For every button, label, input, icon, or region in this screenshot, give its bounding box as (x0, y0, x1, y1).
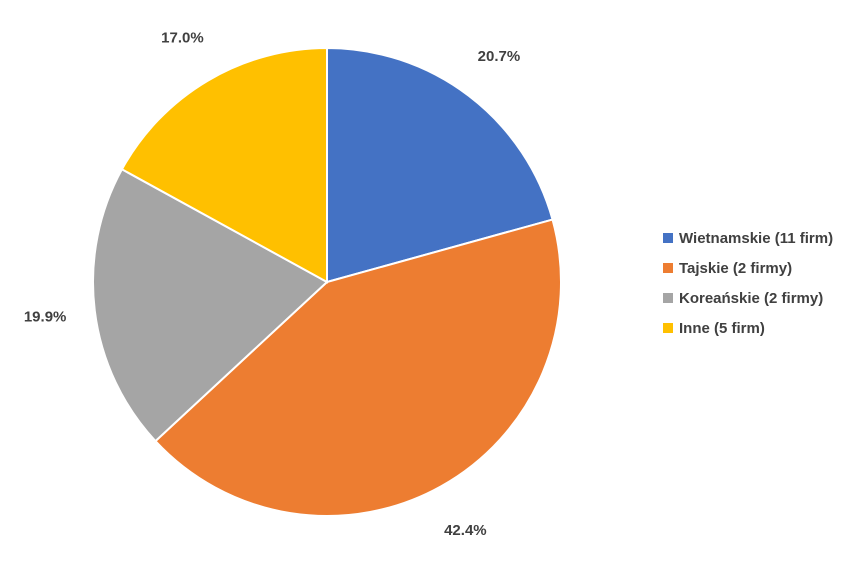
legend-label-3: Inne (5 firm) (679, 320, 765, 337)
legend-swatch-3 (663, 323, 673, 333)
pie-data-labels: 20.7% 42.4% 19.9% 17.0% (24, 30, 520, 539)
legend-label-2: Koreańskie (2 firmy) (679, 290, 823, 307)
legend-swatch-1 (663, 263, 673, 273)
pie-slice-3 (120, 46, 328, 284)
chart-legend: Wietnamskie (11 firm) Tajskie (2 firmy) Ko… (663, 230, 833, 337)
data-label-2: 19.9% (24, 309, 67, 326)
pie-slices (92, 46, 562, 517)
data-label-0: 20.7% (478, 48, 521, 65)
data-label-1: 42.4% (444, 522, 487, 539)
data-label-3: 17.0% (161, 30, 204, 47)
legend-swatch-2 (663, 293, 673, 303)
pie-slice-2 (92, 167, 329, 443)
legend-label-0: Wietnamskie (11 firm) (679, 230, 833, 247)
pie-slice-1 (154, 218, 562, 517)
legend-label-1: Tajskie (2 firmy) (679, 260, 792, 277)
pie-slice-0 (326, 46, 554, 284)
legend-swatch-0 (663, 233, 673, 243)
